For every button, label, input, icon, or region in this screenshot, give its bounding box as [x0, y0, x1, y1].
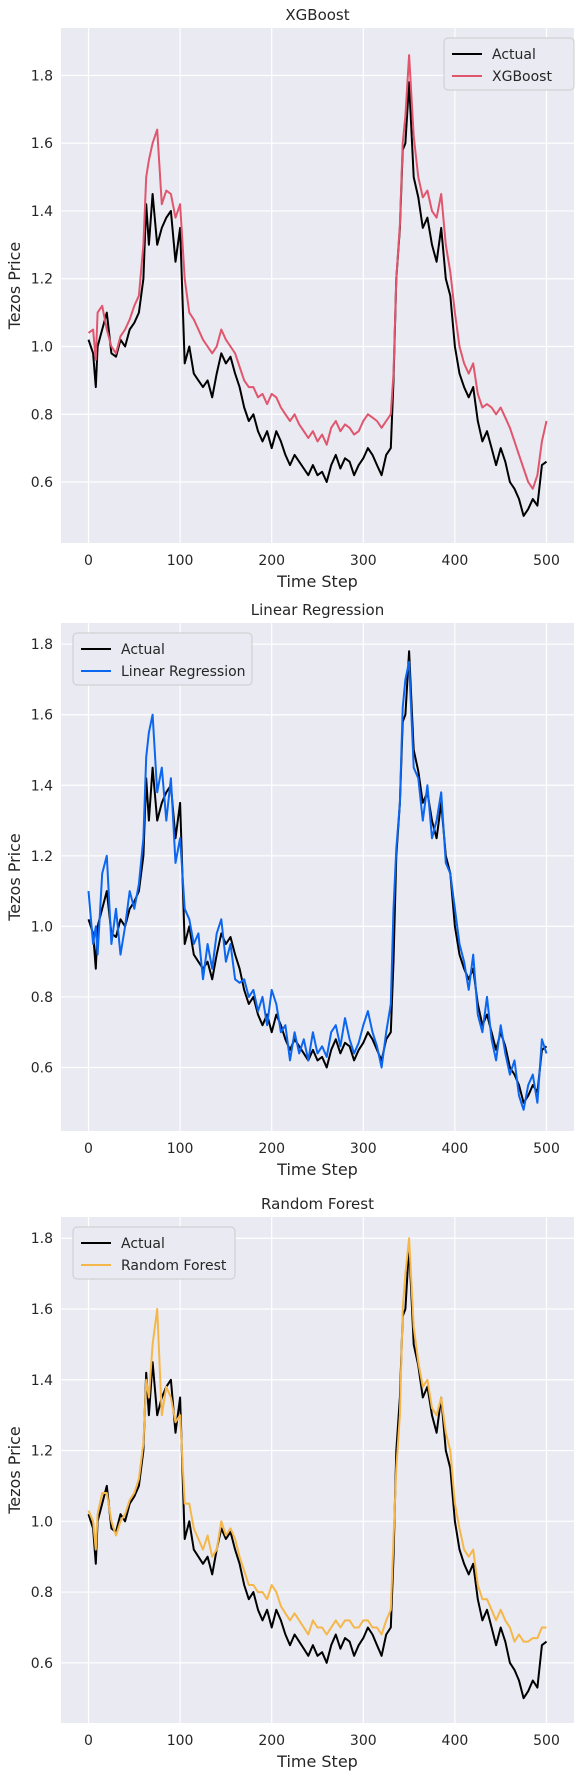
y-tick-label: 1.4: [31, 778, 53, 794]
y-axis-label: Tezos Price: [5, 1426, 24, 1515]
y-tick-label: 0.6: [31, 1061, 53, 1077]
plot-area: [61, 1217, 574, 1723]
chart-panel-3: 0 100 200 300 400 500 0.6 0.8 1.0 1.2 1.4 1.6 1.8 Ran…: [5, 1195, 574, 1771]
y-tick-label: 1.2: [31, 272, 53, 288]
x-axis-label: Time Step: [276, 1752, 358, 1771]
legend-label: Actual: [121, 642, 165, 658]
chart-title: Random Forest: [261, 1195, 374, 1213]
legend-label: Actual: [121, 1236, 165, 1252]
y-tick-label: 1.8: [31, 68, 53, 84]
plot-area: [61, 28, 574, 543]
legend: Actual XGBoost: [444, 38, 574, 90]
x-tick-label: 500: [533, 1733, 560, 1749]
x-tick-label: 300: [350, 553, 377, 569]
y-tick-label: 1.6: [31, 708, 53, 724]
legend-label: XGBoost: [492, 69, 552, 85]
x-tick-label: 400: [442, 553, 469, 569]
y-tick-label: 1.0: [31, 919, 53, 935]
legend-label: Random Forest: [121, 1258, 227, 1274]
legend: Actual Random Forest: [73, 1227, 235, 1279]
y-tick-label: 1.6: [31, 136, 53, 152]
x-tick-label: 300: [350, 1141, 377, 1157]
legend-label: Linear Regression: [121, 664, 246, 680]
y-tick-label: 1.0: [31, 339, 53, 355]
x-tick-label: 0: [84, 553, 93, 569]
x-axis-label: Time Step: [276, 572, 358, 591]
x-tick-label: 200: [258, 1141, 285, 1157]
x-tick-label: 500: [533, 553, 560, 569]
chart-panel-2: 0 100 200 300 400 500 0.6 0.8 1.0 1.2 1.4 1.6 1.8 Lin…: [5, 601, 574, 1179]
y-tick-label: 0.6: [31, 1656, 53, 1672]
x-tick-label: 100: [167, 1733, 194, 1749]
y-tick-label: 1.2: [31, 1444, 53, 1460]
y-axis-label: Tezos Price: [5, 833, 24, 922]
y-tick-label: 1.4: [31, 1373, 53, 1389]
x-axis-label: Time Step: [276, 1160, 358, 1179]
chart-title: Linear Regression: [251, 601, 384, 619]
chart-title: XGBoost: [285, 6, 349, 24]
legend-label: Actual: [492, 47, 536, 63]
y-tick-label: 1.0: [31, 1514, 53, 1530]
legend: Actual Linear Regression: [73, 633, 252, 685]
y-tick-label: 0.8: [31, 990, 53, 1006]
x-tick-label: 0: [84, 1141, 93, 1157]
y-tick-label: 1.4: [31, 204, 53, 220]
x-tick-label: 500: [533, 1141, 560, 1157]
x-tick-label: 100: [167, 1141, 194, 1157]
y-tick-label: 1.8: [31, 1231, 53, 1247]
y-tick-label: 0.8: [31, 407, 53, 423]
x-tick-label: 0: [84, 1733, 93, 1749]
y-tick-label: 1.8: [31, 637, 53, 653]
x-tick-label: 300: [350, 1733, 377, 1749]
chart-panel-1: 0 100 200 300 400 500 0.6 0.8 1.0 1.2 1.4 1.6 1.8 XGB…: [5, 6, 574, 591]
y-tick-label: 1.2: [31, 849, 53, 865]
x-tick-label: 400: [442, 1141, 469, 1157]
x-tick-label: 200: [258, 1733, 285, 1749]
y-tick-label: 0.8: [31, 1585, 53, 1601]
x-tick-label: 400: [442, 1733, 469, 1749]
y-tick-label: 1.6: [31, 1302, 53, 1318]
x-tick-label: 100: [167, 553, 194, 569]
y-tick-label: 0.6: [31, 475, 53, 491]
y-axis-label: Tezos Price: [5, 242, 24, 331]
x-tick-label: 200: [258, 553, 285, 569]
